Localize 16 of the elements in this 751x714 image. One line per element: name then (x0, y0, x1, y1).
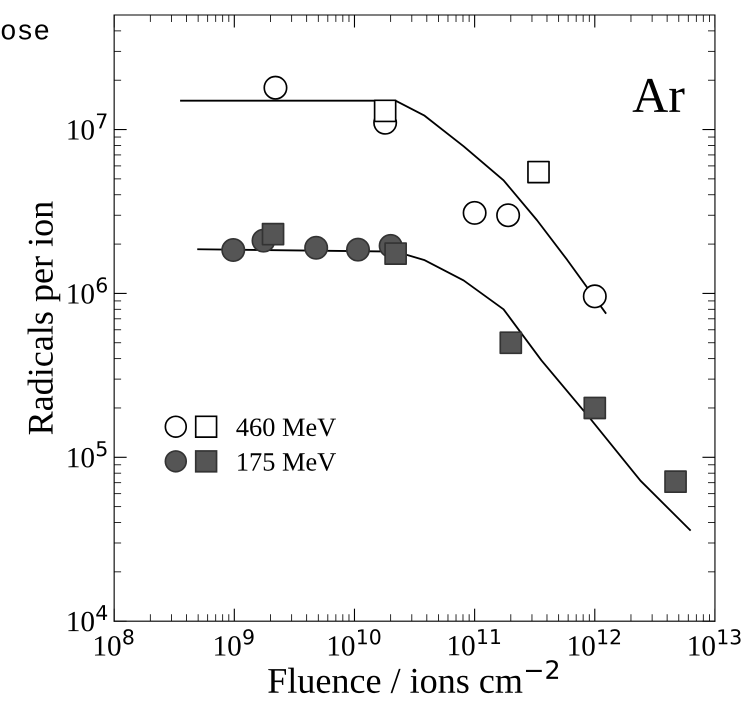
text: ose (2, 24, 48, 40)
x-tick-label: 10$^{12}$ (569, 629, 620, 656)
x-tick-label: 10$^{13}$ (689, 629, 741, 656)
y-tick-label: 10$^{7}$ (68, 113, 107, 140)
y-tick-label: 10$^{5}$ (68, 441, 106, 468)
annotation: Ar (632, 78, 684, 112)
y-tick-label: 10$^{4}$ (68, 605, 108, 632)
x-tick-label: 10$^{8}$ (94, 629, 134, 656)
legend-label: 175 MeV (238, 453, 336, 471)
x-axis-title: Fluence / ions cm$^{−2}$ (268, 660, 558, 694)
y-axis-title: Radicals per ion (28, 201, 60, 434)
x-tick-label: 10$^{9}$ (215, 629, 254, 656)
y-tick-label: 10$^{6}$ (68, 277, 107, 304)
legend-label: 460 MeV (236, 418, 336, 436)
x-tick-label: 10$^{10}$ (328, 629, 380, 656)
x-tick-label: 10$^{11}$ (449, 629, 500, 656)
